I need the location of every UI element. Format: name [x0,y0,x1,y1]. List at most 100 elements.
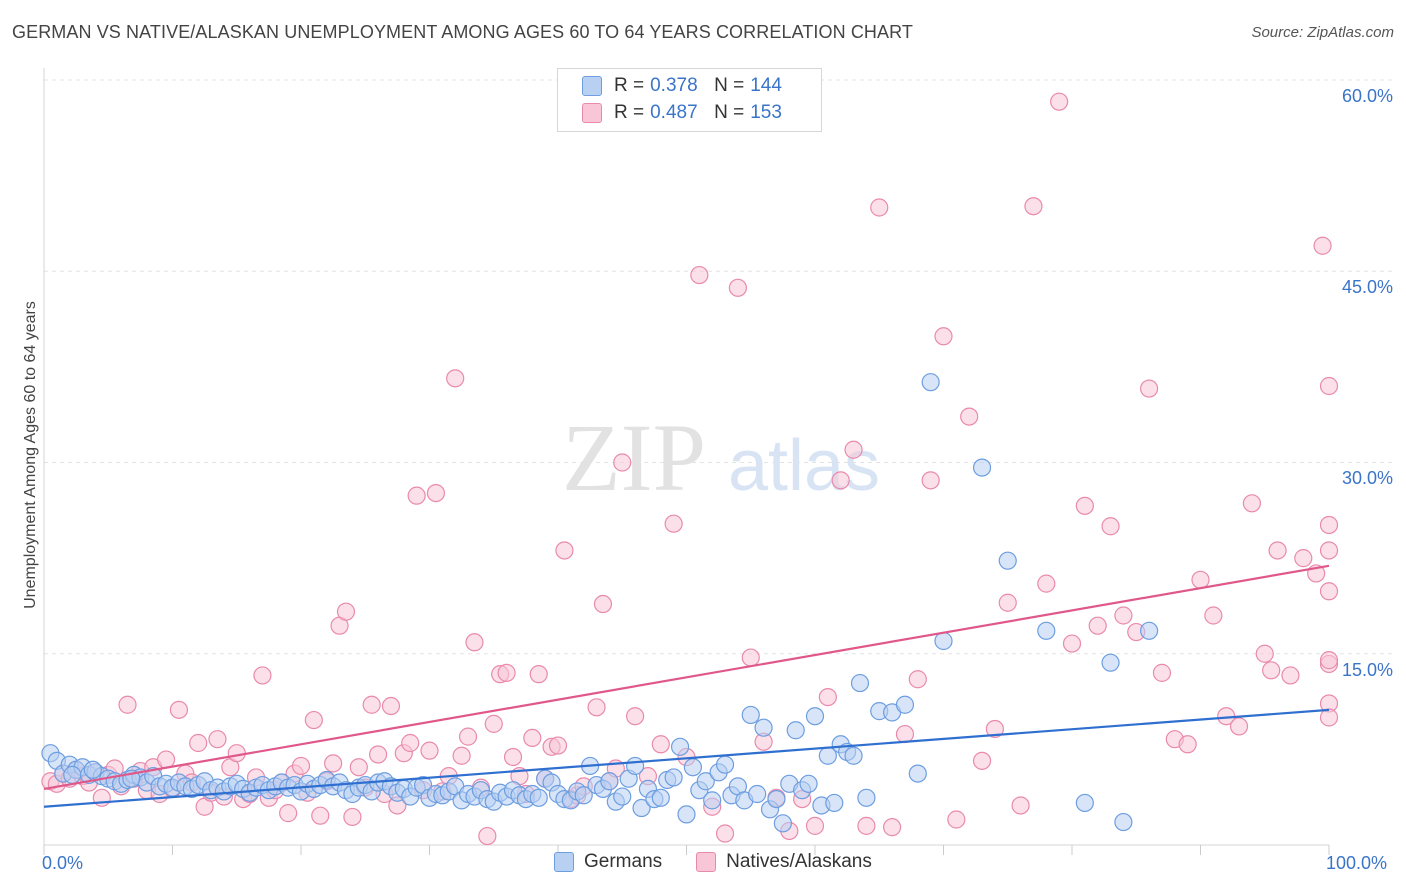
point-natives [1255,644,1274,663]
watermark-zip: ZIP [562,404,706,511]
point-natives [465,633,484,652]
point-germans [1139,621,1159,640]
point-germans [1114,812,1133,832]
trend-line-germans [43,708,1330,808]
legend-item-germans: Germans [554,851,662,873]
point-natives [1191,570,1210,589]
point-natives [651,735,670,754]
point-natives [381,696,401,716]
y-tick-45: 45.0% [1341,277,1393,297]
r-label: R = [614,102,645,123]
point-natives [1319,708,1339,727]
point-germans [998,551,1017,570]
point-natives [324,754,343,773]
point-natives [452,746,471,765]
point-natives [805,816,825,835]
point-natives [304,710,323,730]
point-germans [677,805,696,824]
trend-line-natives [43,564,1330,790]
x-tick-max: 100.0% [1326,853,1388,873]
point-germans [767,789,786,809]
point-natives [1229,717,1249,736]
point-natives [426,484,446,503]
legend-swatch-natives [696,852,717,872]
point-natives [625,707,645,726]
point-natives [208,730,227,749]
n-value: 144 [750,75,782,96]
legend-item-natives: Natives/Alaskans [696,851,872,873]
point-natives [870,198,889,217]
point-natives [1319,515,1339,535]
point-germans [786,721,805,740]
point-germans [664,768,683,787]
point-natives [420,741,439,760]
point-germans [696,772,715,791]
point-germans [908,764,927,783]
point-germans [651,788,670,807]
point-natives [844,440,863,459]
point-natives [972,751,992,770]
point-natives [343,807,362,827]
point-natives [985,719,1005,739]
point-natives [227,744,246,763]
point-natives [1262,661,1281,680]
point-natives [362,695,381,714]
point-natives [921,471,940,490]
point-germans [703,791,722,810]
point-natives [690,265,709,285]
point-natives [497,663,516,682]
point-germans [1101,653,1120,672]
point-germans [754,718,773,737]
y-axis-label: Unemployment Among Ages 60 to 64 years [22,301,39,609]
point-germans [529,788,548,807]
point-germans [844,746,863,765]
point-germans [63,765,82,784]
n-label: N = [714,102,745,123]
point-natives [1050,92,1069,111]
point-natives [818,687,837,707]
point-natives [279,804,298,823]
y-tick-60: 60.0% [1341,86,1393,106]
point-natives [529,665,548,684]
point-natives [189,733,208,753]
point-natives [895,724,915,744]
point-germans [1037,621,1056,640]
axes [43,68,1330,855]
point-natives [1075,496,1094,515]
point-natives [1319,541,1339,560]
point-natives [741,648,760,667]
point-natives [728,278,748,297]
point-natives [1114,606,1133,625]
point-natives [503,747,523,767]
point-natives [1088,616,1107,635]
point-germans [1075,793,1094,813]
point-germans [895,695,915,714]
series-germans [41,373,1159,833]
point-natives [253,666,272,685]
point-germans [850,673,870,693]
point-germans [825,793,844,813]
point-germans [670,737,690,756]
point-natives [998,593,1017,612]
point-germans [972,458,992,477]
point-natives [934,327,953,346]
series-legend: Germans Natives/Alaskans [554,851,906,873]
chart-title: GERMAN VS NATIVE/ALASKAN UNEMPLOYMENT AM… [12,22,914,42]
r-value: 0.378 [650,75,698,96]
point-germans [83,760,102,779]
point-germans [683,758,703,777]
point-germans [799,774,818,793]
point-natives [1062,634,1082,653]
point-natives [857,816,876,835]
n-value: 153 [750,102,782,123]
legend-row-germans: R = 0.378 N = 144 [582,74,814,98]
point-germans [741,705,760,725]
source-credit: Source: ZipAtlas.com [1251,24,1394,41]
point-natives [523,728,542,748]
point-natives [349,758,368,777]
point-natives [369,745,388,764]
point-natives [118,695,137,714]
y-tick-30: 30.0% [1341,468,1393,488]
point-natives [1152,663,1172,682]
point-natives [1101,517,1120,536]
